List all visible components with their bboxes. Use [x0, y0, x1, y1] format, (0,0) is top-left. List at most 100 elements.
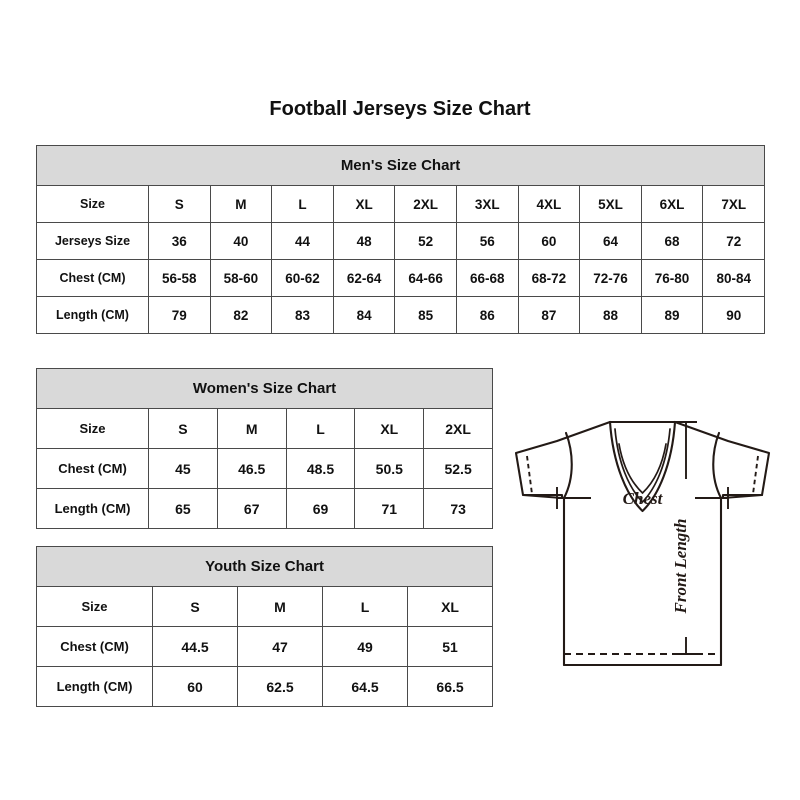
- table-cell: 62.5: [237, 666, 323, 707]
- table-cell: 67: [216, 488, 287, 529]
- table-cell: 72-76: [579, 259, 642, 297]
- table-cell: 84: [332, 296, 396, 334]
- womens-table-body: Women's Size Chart Size S M L XL 2XL Che…: [35, 368, 494, 529]
- row-label: Length (CM): [36, 666, 153, 707]
- row-label: Size: [36, 586, 153, 627]
- table-row: Length (CM) 65 67 69 71 73: [36, 488, 494, 529]
- table-row: Length (CM) 60 62.5 64.5 66.5: [36, 666, 494, 707]
- table-cell: 52: [394, 222, 457, 260]
- table-cell: 83: [271, 296, 334, 334]
- table-cell: S: [152, 586, 238, 627]
- table-cell: 4XL: [517, 185, 581, 223]
- table-cell: 85: [394, 296, 457, 334]
- table-row: Length (CM) 79 82 83 84 85 86 87 88 89 9…: [36, 296, 766, 334]
- youth-size-chart-table: Youth Size Chart Size S M L XL Chest (CM…: [35, 546, 494, 707]
- table-cell: 89: [640, 296, 704, 334]
- table-cell: 87: [517, 296, 581, 334]
- table-cell: 5XL: [579, 185, 642, 223]
- mens-table-body: Men's Size Chart Size S M L XL 2XL 3XL 4…: [35, 145, 766, 334]
- table-cell: M: [216, 408, 287, 449]
- v-neck-jersey-icon: Chest Front Length: [514, 420, 771, 667]
- mens-caption-row: Men's Size Chart: [35, 145, 766, 186]
- table-row: Jerseys Size 36 40 44 48 52 56 60 64 68 …: [36, 222, 766, 260]
- table-cell: 56-58: [148, 259, 211, 297]
- table-cell: 64-66: [394, 259, 457, 297]
- table-cell: 36: [148, 222, 211, 260]
- table-cell: 82: [209, 296, 273, 334]
- table-cell: 50.5: [354, 448, 425, 489]
- row-label: Size: [36, 408, 149, 449]
- womens-caption-row: Women's Size Chart: [35, 368, 494, 409]
- row-label: Chest (CM): [36, 626, 153, 667]
- table-cell: S: [148, 408, 218, 449]
- table-cell: 7XL: [702, 185, 766, 223]
- table-cell: XL: [406, 586, 494, 627]
- jersey-vneck-outer: [608, 420, 677, 513]
- jersey-right-cuff-dash: [752, 455, 759, 495]
- table-cell: 64: [579, 222, 642, 260]
- table-cell: 66-68: [455, 259, 519, 297]
- table-cell: 66.5: [406, 666, 494, 707]
- table-cell: 45: [148, 448, 218, 489]
- table-cell: 65: [148, 488, 218, 529]
- table-cell: 6XL: [640, 185, 704, 223]
- table-cell: 86: [455, 296, 519, 334]
- table-cell: 44: [271, 222, 334, 260]
- table-cell: 48.5: [285, 448, 356, 489]
- table-row: Size S M L XL: [36, 586, 494, 627]
- jersey-right-shoulder-outline: [673, 420, 771, 500]
- table-cell: M: [237, 586, 323, 627]
- table-cell: 52.5: [423, 448, 494, 489]
- youth-caption-row: Youth Size Chart: [35, 546, 494, 587]
- row-label: Chest (CM): [36, 259, 149, 297]
- jersey-measurement-diagram: Chest Front Length: [505, 403, 780, 678]
- table-cell: 40: [209, 222, 273, 260]
- table-cell: 76-80: [640, 259, 704, 297]
- table-cell: 51: [406, 626, 494, 667]
- jersey-right-cuff-edge: [721, 493, 764, 500]
- jersey-left-armhole: [562, 431, 573, 500]
- table-cell: 88: [579, 296, 642, 334]
- table-cell: L: [271, 185, 334, 223]
- table-row: Chest (CM) 56-58 58-60 60-62 62-64 64-66…: [36, 259, 766, 297]
- table-cell: 49: [322, 626, 408, 667]
- jersey-vneck-inner: [618, 443, 667, 495]
- jersey-vneck-mid: [614, 428, 671, 504]
- table-cell: 62-64: [332, 259, 396, 297]
- table-cell: S: [148, 185, 211, 223]
- table-cell: 79: [148, 296, 211, 334]
- table-cell: 3XL: [455, 185, 519, 223]
- table-row: Chest (CM) 44.5 47 49 51: [36, 626, 494, 667]
- table-cell: 68: [640, 222, 704, 260]
- table-cell: 60: [517, 222, 581, 260]
- row-label: Length (CM): [36, 488, 149, 529]
- table-cell: 2XL: [423, 408, 494, 449]
- table-cell: 48: [332, 222, 396, 260]
- youth-table-body: Youth Size Chart Size S M L XL Chest (CM…: [35, 546, 494, 707]
- table-cell: 47: [237, 626, 323, 667]
- mens-table-caption: Men's Size Chart: [35, 145, 766, 186]
- chest-measurement-label: Chest: [623, 489, 664, 508]
- table-cell: 68-72: [517, 259, 581, 297]
- table-cell: 72: [702, 222, 766, 260]
- jersey-left-cuff-dash: [526, 455, 533, 495]
- row-label: Jerseys Size: [36, 222, 149, 260]
- mens-size-chart-table: Men's Size Chart Size S M L XL 2XL 3XL 4…: [35, 145, 766, 334]
- table-cell: 60-62: [271, 259, 334, 297]
- table-cell: 44.5: [152, 626, 238, 667]
- row-label: Length (CM): [36, 296, 149, 334]
- table-cell: 69: [285, 488, 356, 529]
- table-cell: XL: [332, 185, 396, 223]
- table-cell: 80-84: [702, 259, 766, 297]
- jersey-left-cuff-edge: [521, 493, 564, 500]
- table-row: Chest (CM) 45 46.5 48.5 50.5 52.5: [36, 448, 494, 489]
- table-cell: 64.5: [322, 666, 408, 707]
- table-cell: 90: [702, 296, 766, 334]
- table-cell: 2XL: [394, 185, 457, 223]
- jersey-body-outline: [562, 496, 723, 667]
- youth-table-caption: Youth Size Chart: [35, 546, 494, 587]
- table-cell: 71: [354, 488, 425, 529]
- table-cell: 56: [455, 222, 519, 260]
- table-cell: 58-60: [209, 259, 273, 297]
- front-length-measurement-label: Front Length: [671, 519, 690, 615]
